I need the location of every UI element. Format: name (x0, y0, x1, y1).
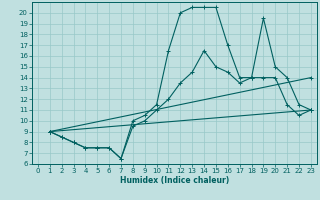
X-axis label: Humidex (Indice chaleur): Humidex (Indice chaleur) (120, 176, 229, 185)
